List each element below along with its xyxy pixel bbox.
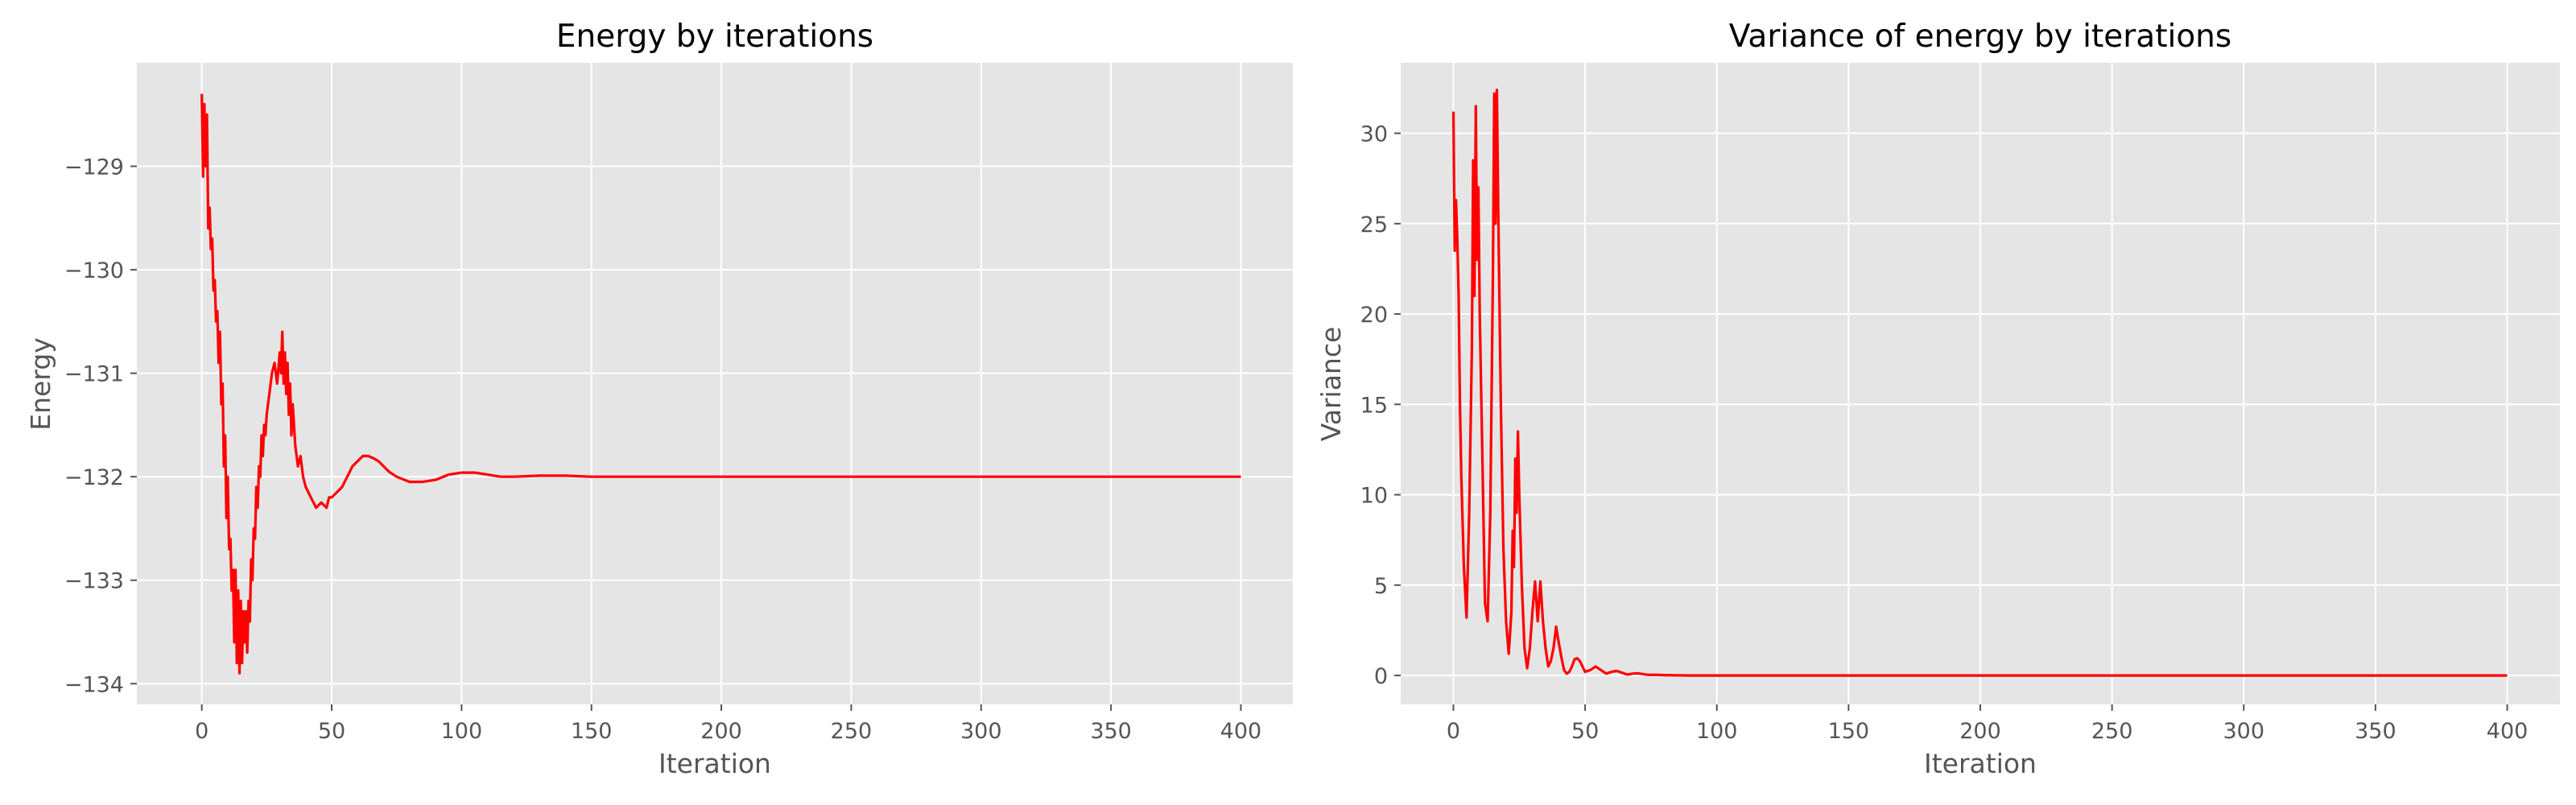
y-tick-label: −133 [64,569,124,594]
y-axis-label: Variance [1315,327,1347,442]
y-axis-label: Energy [25,337,56,431]
x-tick-label: 300 [2223,719,2264,744]
plot-area [137,63,1293,704]
y-tick-label: 20 [1360,303,1388,328]
series-line [1451,89,2508,677]
x-tick-label: 300 [960,719,1002,744]
x-axis-label: Iteration [658,748,771,779]
y-tick-label: 5 [1374,574,1388,599]
y-axis-ticks: −134 −133 −132 −131 −130 −129 [64,155,137,697]
series-line [200,93,1241,675]
x-tick-label: 400 [1220,719,1262,744]
y-tick-label: −134 [64,672,124,697]
x-tick-label: 350 [1090,719,1132,744]
x-tick-label: 400 [2487,719,2529,744]
variance-chart: 0 50 100 150 200 250 300 350 400 0 5 10 15 20 25 30 Va… [1315,19,2560,779]
x-tick-label: 50 [318,719,345,744]
chart-title: Energy by iterations [556,19,873,55]
x-axis-label: Iteration [1924,748,2037,779]
gridlines [1401,63,2560,704]
x-tick-label: 150 [1828,719,1870,744]
gridlines [137,63,1293,704]
x-tick-label: 150 [571,719,613,744]
x-axis-ticks: 0 50 100 150 200 250 300 350 400 [195,704,1261,744]
y-tick-label: −132 [64,465,124,490]
chart-title: Variance of energy by iterations [1729,19,2231,55]
x-tick-label: 100 [1696,719,1738,744]
x-tick-label: 250 [831,719,873,744]
x-tick-label: 0 [1447,719,1460,744]
x-tick-label: 0 [195,719,208,744]
x-tick-label: 50 [1571,719,1599,744]
series-layer [200,93,1241,675]
y-tick-label: 0 [1374,664,1388,689]
y-tick-label: 15 [1360,393,1388,418]
x-tick-label: 100 [441,719,483,744]
x-axis-ticks: 0 50 100 150 200 250 300 350 400 [1447,704,2528,744]
y-tick-label: 30 [1360,122,1388,147]
energy-chart: 0 50 100 150 200 250 300 350 400 −134−133−132−13… [25,19,1293,779]
y-tick-label: −131 [64,362,124,387]
y-axis-ticks: 0 5 10 15 20 25 30 [1360,122,1401,689]
y-tick-label: −129 [64,155,124,180]
y-tick-label: 25 [1360,213,1388,237]
x-tick-label: 200 [700,719,742,744]
y-tick-label: 10 [1360,484,1388,509]
y-tick-label: −130 [64,258,124,283]
x-tick-label: 350 [2355,719,2396,744]
x-tick-label: 250 [2091,719,2133,744]
series-layer [1451,89,2508,677]
x-tick-label: 200 [1959,719,2001,744]
